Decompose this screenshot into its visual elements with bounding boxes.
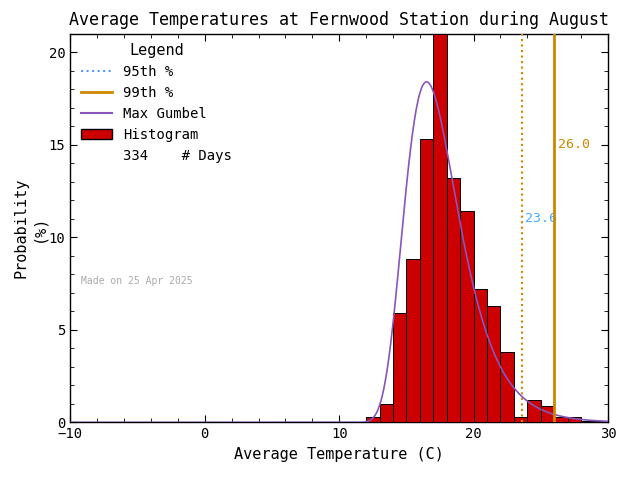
Bar: [460, 211, 474, 422]
Text: 23.6: 23.6: [525, 212, 557, 225]
Text: 26.0: 26.0: [557, 138, 589, 151]
Bar: [366, 417, 380, 422]
Bar: [487, 306, 500, 422]
Y-axis label: Probability
(%): Probability (%): [13, 178, 46, 278]
Bar: [406, 260, 420, 422]
Bar: [380, 404, 393, 422]
Bar: [420, 139, 433, 422]
Bar: [514, 417, 527, 422]
Bar: [500, 352, 514, 422]
Bar: [581, 420, 595, 422]
Bar: [433, 34, 447, 422]
Bar: [474, 289, 487, 422]
Bar: [541, 406, 554, 422]
Bar: [554, 417, 568, 422]
X-axis label: Average Temperature (C): Average Temperature (C): [234, 447, 444, 462]
Bar: [568, 417, 581, 422]
Bar: [393, 313, 406, 422]
Legend: 95th %, 99th %, Max Gumbel, Histogram, 334    # Days: 95th %, 99th %, Max Gumbel, Histogram, 3…: [76, 37, 237, 168]
Bar: [595, 420, 608, 422]
Bar: [447, 178, 460, 422]
Bar: [527, 400, 541, 422]
Title: Average Temperatures at Fernwood Station during August: Average Temperatures at Fernwood Station…: [69, 11, 609, 29]
Text: Made on 25 Apr 2025: Made on 25 Apr 2025: [81, 276, 193, 286]
